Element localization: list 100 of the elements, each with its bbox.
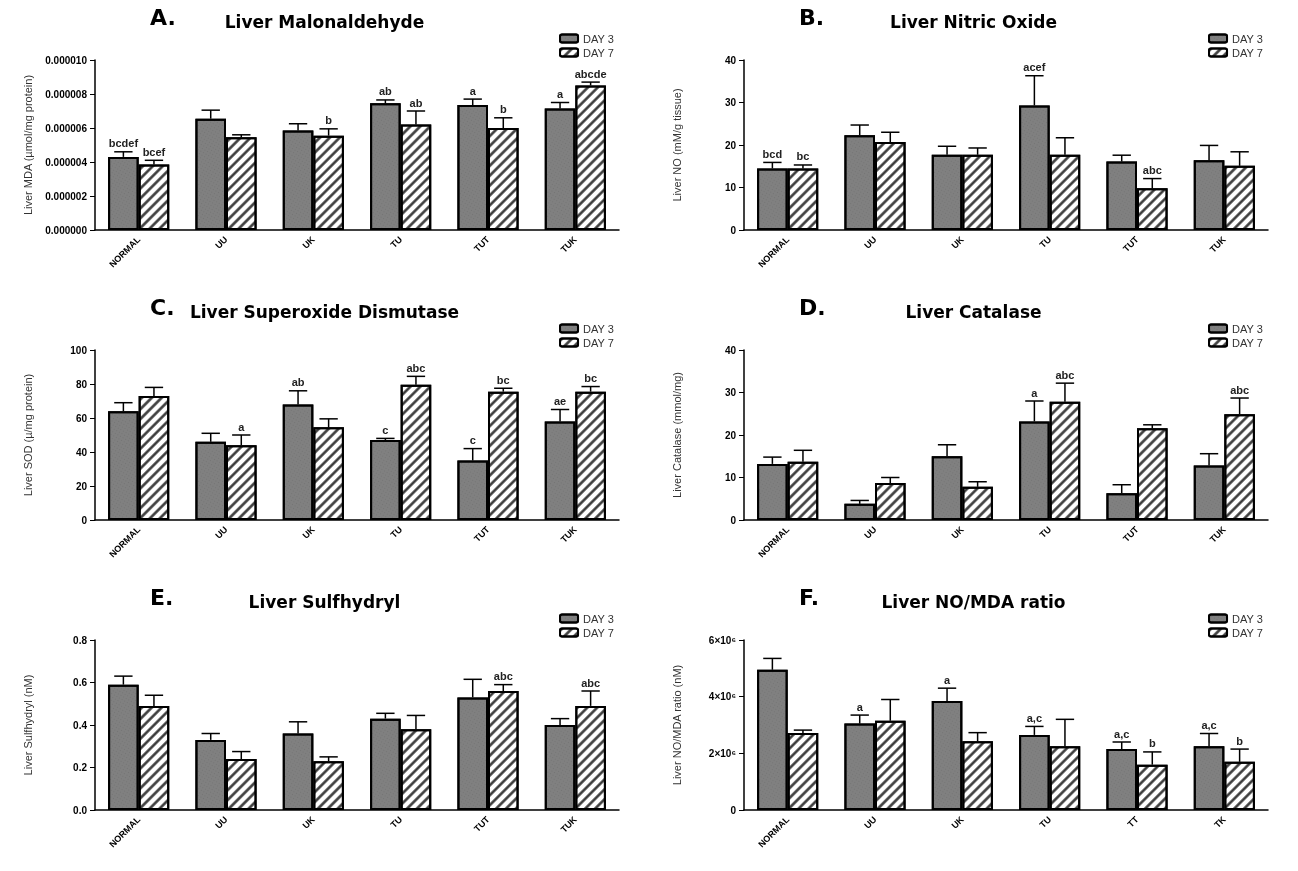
chart-title: Liver Sulfhydryl — [248, 591, 401, 612]
y-tick-label: 0.6 — [73, 677, 88, 688]
text: C. — [150, 294, 175, 320]
data-label: c — [469, 434, 476, 447]
y-axis-title: Liver MDA (µmol/mg protein) — [21, 74, 34, 216]
data-label: bc — [796, 150, 810, 163]
data-label: abc — [493, 670, 513, 683]
chart-title: Liver NO/MDA ratio — [881, 591, 1066, 612]
y-tick-label: 30 — [724, 97, 737, 108]
y-tick-label: 0.000002 — [45, 190, 88, 202]
x-tick-label: UK — [300, 234, 318, 251]
x-tick-label: UU — [213, 524, 230, 541]
y-tick-label: 0.000000 — [45, 224, 88, 236]
legend-label: DAY 3 — [1232, 322, 1263, 335]
y-tick-label: 0.4 — [73, 719, 88, 731]
x-tick-label: UU — [862, 234, 879, 251]
y-tick-label: 40 — [75, 446, 88, 458]
y-tick-label: 0.000006 — [45, 122, 88, 134]
legend-label: DAY 7 — [583, 336, 614, 349]
y-tick-label: 6×10⁶ — [708, 634, 736, 646]
data-label: ab — [378, 85, 393, 98]
x-tick-label: TUT — [472, 814, 492, 834]
y-axis-title: Liver NO (mM/g tissue) — [670, 88, 683, 202]
data-label: b — [325, 114, 333, 127]
data-label: bcef — [142, 145, 166, 158]
data-label: a — [943, 673, 951, 686]
legend-label: DAY 3 — [1232, 612, 1263, 625]
chart-title: Liver Nitric Oxide — [890, 11, 1057, 32]
y-tick-label: 0 — [730, 224, 737, 236]
chart-title: Liver Catalase — [905, 301, 1042, 322]
legend-label: DAY 7 — [583, 626, 614, 639]
data-label: a — [1031, 386, 1039, 399]
y-tick-label: 100 — [70, 344, 88, 356]
legend-label: DAY 7 — [1232, 46, 1263, 59]
data-label: a — [469, 84, 477, 97]
data-label: abc — [1142, 164, 1162, 177]
legend-label: DAY 7 — [1232, 336, 1263, 349]
data-label: abcde — [574, 67, 607, 80]
x-tick-label: TK — [1212, 814, 1229, 831]
y-tick-label: 0.000010 — [45, 54, 88, 66]
data-label: bc — [496, 373, 510, 386]
data-label: b — [1236, 734, 1244, 747]
y-tick-label: 20 — [724, 139, 737, 151]
y-tick-label: 30 — [724, 387, 737, 398]
x-tick-label: TU — [388, 234, 405, 251]
y-axis-title: Liver Sulfhydryl (nM) — [21, 674, 34, 776]
y-tick-label: 20 — [724, 429, 737, 441]
x-tick-label: UU — [862, 524, 879, 541]
y-tick-label: 0.000004 — [45, 156, 88, 168]
x-tick-label: TUT — [1121, 234, 1141, 254]
x-tick-label: TUT — [472, 234, 492, 254]
text: A. — [150, 4, 176, 30]
y-axis-title: Liver Catalase (mmol/mg) — [670, 372, 683, 498]
legend-label: DAY 3 — [583, 322, 614, 335]
data-label: c — [382, 423, 389, 436]
x-tick-label: TT — [1125, 814, 1141, 830]
data-label: bcd — [762, 147, 783, 160]
legend-label: DAY 3 — [583, 32, 614, 45]
x-tick-label: UU — [213, 814, 230, 831]
legend-label: DAY 7 — [583, 46, 614, 59]
y-tick-label: 0.000008 — [45, 88, 88, 100]
y-tick-label: 0.8 — [73, 634, 88, 646]
data-label: abc — [1230, 383, 1250, 396]
data-label: bc — [584, 372, 598, 385]
y-tick-label: 20 — [75, 480, 88, 492]
y-tick-label: 0 — [730, 804, 737, 816]
y-tick-label: 4×10⁶ — [708, 691, 736, 703]
data-label: abc — [1055, 368, 1075, 381]
data-label: abc — [406, 361, 426, 374]
data-label: a,c — [1026, 711, 1043, 724]
y-tick-label: 80 — [75, 378, 88, 390]
data-label: bcdef — [108, 137, 139, 150]
data-label: a,c — [1114, 727, 1130, 740]
y-tick-label: 40 — [724, 344, 737, 356]
y-axis-title: Liver NO/MDA ratio (nM) — [670, 664, 683, 786]
data-label: acef — [1023, 61, 1046, 74]
legend-label: DAY 7 — [1232, 626, 1263, 639]
y-axis-title: Liver SOD (µ/mg protein) — [21, 373, 34, 497]
data-label: b — [499, 103, 507, 116]
x-tick-label: TU — [388, 524, 405, 541]
data-label: a,c — [1201, 719, 1217, 731]
data-label: a — [556, 88, 564, 100]
x-tick-label: TU — [388, 814, 405, 831]
y-tick-label: 0 — [81, 514, 88, 526]
y-tick-label: 0.2 — [73, 762, 88, 773]
x-tick-label: TUT — [1121, 524, 1141, 544]
x-tick-label: TU — [1037, 814, 1054, 831]
chart-title: Liver Malonaldehyde — [224, 11, 425, 32]
data-label: ab — [291, 376, 305, 389]
y-tick-label: 10 — [724, 472, 737, 483]
text: F. — [799, 584, 820, 610]
data-label: a — [238, 420, 246, 433]
x-tick-label: TU — [1037, 234, 1054, 251]
x-tick-label: UK — [300, 814, 318, 831]
legend-label: DAY 3 — [583, 612, 614, 625]
text: D. — [799, 294, 826, 320]
x-tick-label: UU — [213, 234, 230, 251]
y-tick-label: 10 — [724, 182, 737, 193]
x-tick-label: UK — [300, 524, 318, 541]
legend-label: DAY 3 — [1232, 32, 1263, 45]
